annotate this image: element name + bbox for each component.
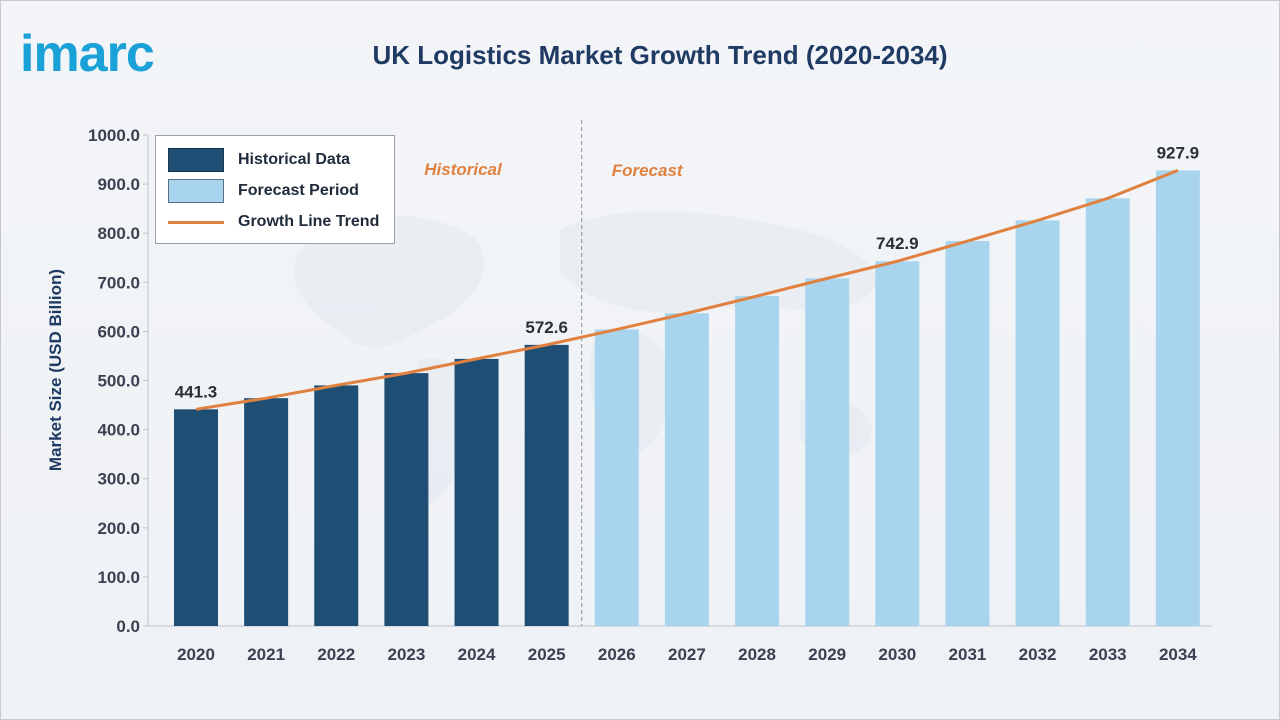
data-label-2020: 441.3 [175, 382, 218, 401]
bar-forecast-2031 [945, 241, 990, 626]
x-tick-label: 2021 [247, 645, 285, 664]
x-axis-ticks: 2020 2021 2022 2023 2024 2025 2026 2027 2028 2029… [177, 645, 1197, 664]
bar-historical-2024 [454, 358, 499, 626]
legend-item-forecast: Forecast Period [168, 179, 359, 203]
y-tick-label: 100.0 [97, 568, 140, 587]
bar-historical-2021 [244, 398, 289, 626]
imarc-logo: imarc [20, 25, 155, 83]
bar-historical-2022 [314, 385, 359, 626]
y-tick-label: 0.0 [116, 617, 140, 636]
y-axis-ticks: 0.0 100.0 200.0 300.0 400.0 500.0 600.0 700.0 80… [88, 126, 148, 636]
y-tick-label: 600.0 [97, 322, 140, 341]
x-tick-label: 2031 [949, 645, 987, 664]
y-tick-label: 800.0 [97, 224, 140, 243]
x-tick-label: 2032 [1019, 645, 1057, 664]
y-tick-label: 500.0 [97, 372, 140, 391]
y-tick-label: 300.0 [97, 470, 140, 489]
x-tick-label: 2029 [808, 645, 846, 664]
bar-historical-2025 [524, 344, 569, 626]
historical-annotation: Historical [424, 160, 503, 179]
x-tick-label: 2027 [668, 645, 706, 664]
growth-trend-line [195, 169, 1179, 411]
y-tick-label: 200.0 [97, 519, 140, 538]
data-label-2034: 927.9 [1157, 143, 1200, 162]
x-tick-label: 2026 [598, 645, 636, 664]
data-label-2030: 742.9 [876, 234, 919, 253]
x-tick-label: 2023 [387, 645, 425, 664]
world-map-watermark [294, 211, 877, 506]
x-tick-label: 2028 [738, 645, 776, 664]
bar-forecast-2028 [735, 296, 780, 626]
y-tick-label: 700.0 [97, 273, 140, 292]
x-tick-label: 2034 [1159, 645, 1197, 664]
legend-label-historical: Historical Data [238, 151, 351, 168]
legend-item-historical: Historical Data [168, 148, 350, 172]
bar-forecast-2026 [594, 329, 639, 626]
legend-swatch-historical [168, 148, 224, 172]
chart-legend: Historical Data Forecast Period Growth L… [155, 135, 395, 244]
x-tick-label: 2020 [177, 645, 215, 664]
y-tick-label: 400.0 [97, 421, 140, 440]
legend-swatch-forecast [168, 179, 224, 203]
legend-label-forecast: Forecast Period [238, 182, 359, 199]
x-tick-label: 2024 [458, 645, 496, 664]
data-label-2025: 572.6 [525, 318, 568, 337]
bar-forecast-2032 [1015, 220, 1060, 626]
bar-forecast-2027 [664, 313, 709, 626]
bar-historical-2020 [174, 409, 218, 626]
bar-forecast-2030 [875, 261, 920, 626]
bar-forecast-2034 [1155, 170, 1200, 626]
bar-historical-2023 [384, 373, 429, 626]
legend-item-trend: Growth Line Trend [168, 210, 379, 234]
data-labels: 441.3 572.6 742.9 927.9 [175, 143, 1199, 401]
bars-group [174, 170, 1200, 627]
chart-title: UK Logistics Market Growth Trend (2020-2… [372, 40, 948, 70]
y-tick-label: 1000.0 [88, 126, 140, 145]
legend-label-trend: Growth Line Trend [238, 213, 380, 230]
forecast-annotation: Forecast [612, 161, 684, 180]
x-tick-label: 2030 [878, 645, 916, 664]
x-tick-label: 2022 [317, 645, 355, 664]
y-tick-label: 900.0 [97, 175, 140, 194]
bar-forecast-2033 [1085, 198, 1130, 627]
legend-swatch-trend [168, 220, 224, 224]
x-tick-label: 2033 [1089, 645, 1127, 664]
bar-forecast-2029 [805, 278, 850, 626]
x-tick-label: 2025 [528, 645, 566, 664]
